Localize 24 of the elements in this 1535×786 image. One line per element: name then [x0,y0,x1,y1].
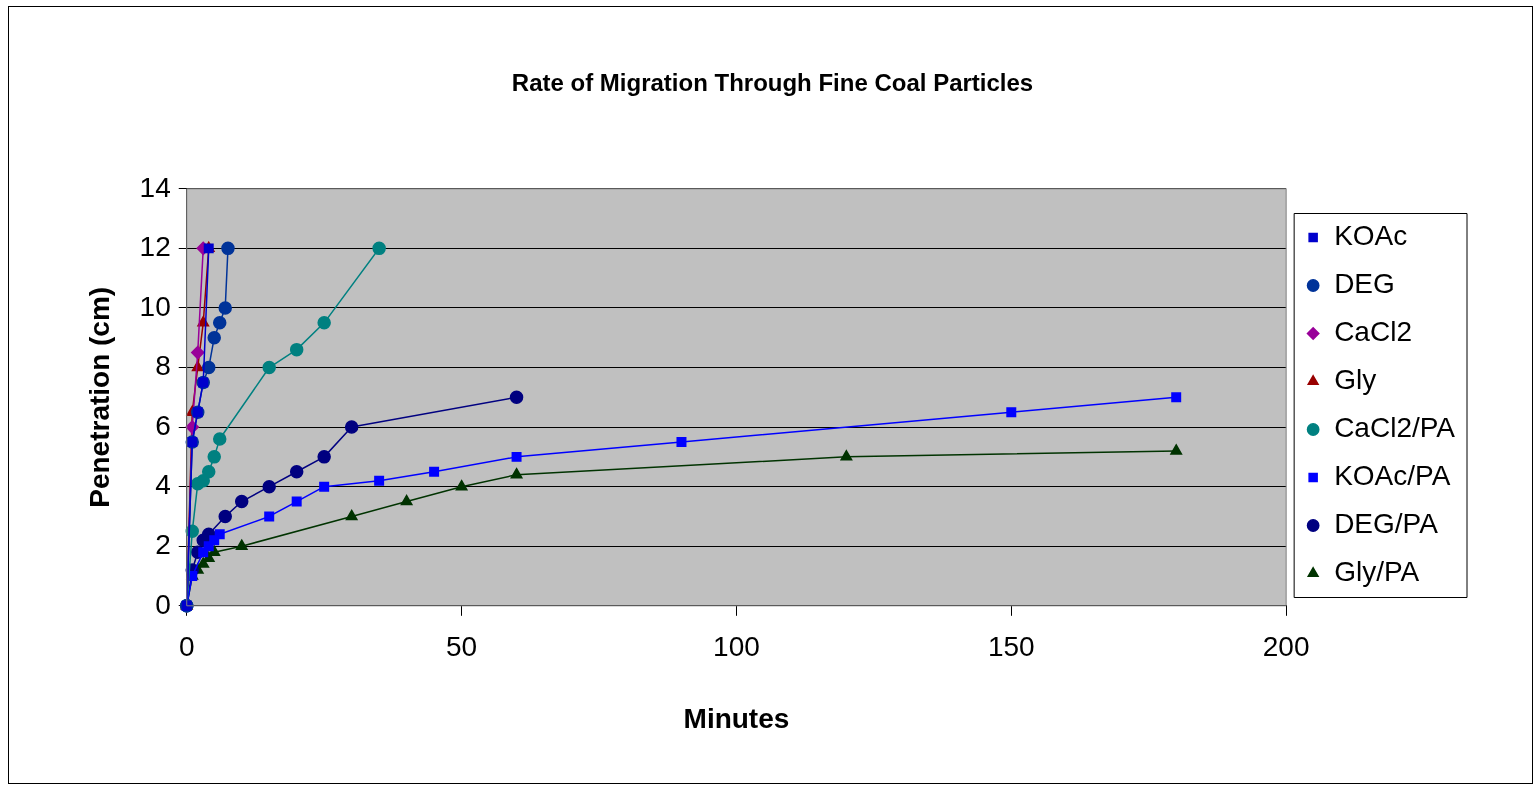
legend-label: Gly/PA [1334,556,1420,588]
legend-label: CaCl2 [1334,316,1412,348]
x-axis-title: Minutes [683,702,790,734]
legend-label: CaCl2/PA [1334,412,1456,444]
legend-label: KOAc [1334,220,1408,252]
y-tick-label: 6 [155,409,171,441]
legend-label: DEG [1334,268,1395,300]
chart-title: Rate of Migration Through Fine Coal Particles [511,69,1034,97]
x-tick-label: 50 [446,631,478,663]
y-tick-label: 2 [155,528,171,560]
y-tick-label: 8 [155,350,171,382]
y-tick-label: 4 [155,469,171,501]
y-tick-label: 0 [155,588,171,620]
legend-label: KOAc/PA [1334,460,1451,492]
x-tick-label: 100 [713,631,760,663]
y-tick-label: 10 [139,290,171,322]
y-tick-label: 14 [139,171,171,203]
x-tick-label: 200 [1262,631,1310,663]
x-tick-label: 150 [987,631,1035,663]
legend-label: DEG/PA [1334,508,1439,540]
x-tick-label: 0 [178,631,195,663]
legend-label: Gly [1334,364,1377,396]
y-tick-label: 12 [139,231,171,263]
y-axis-title: Penetration (cm) [83,286,115,508]
